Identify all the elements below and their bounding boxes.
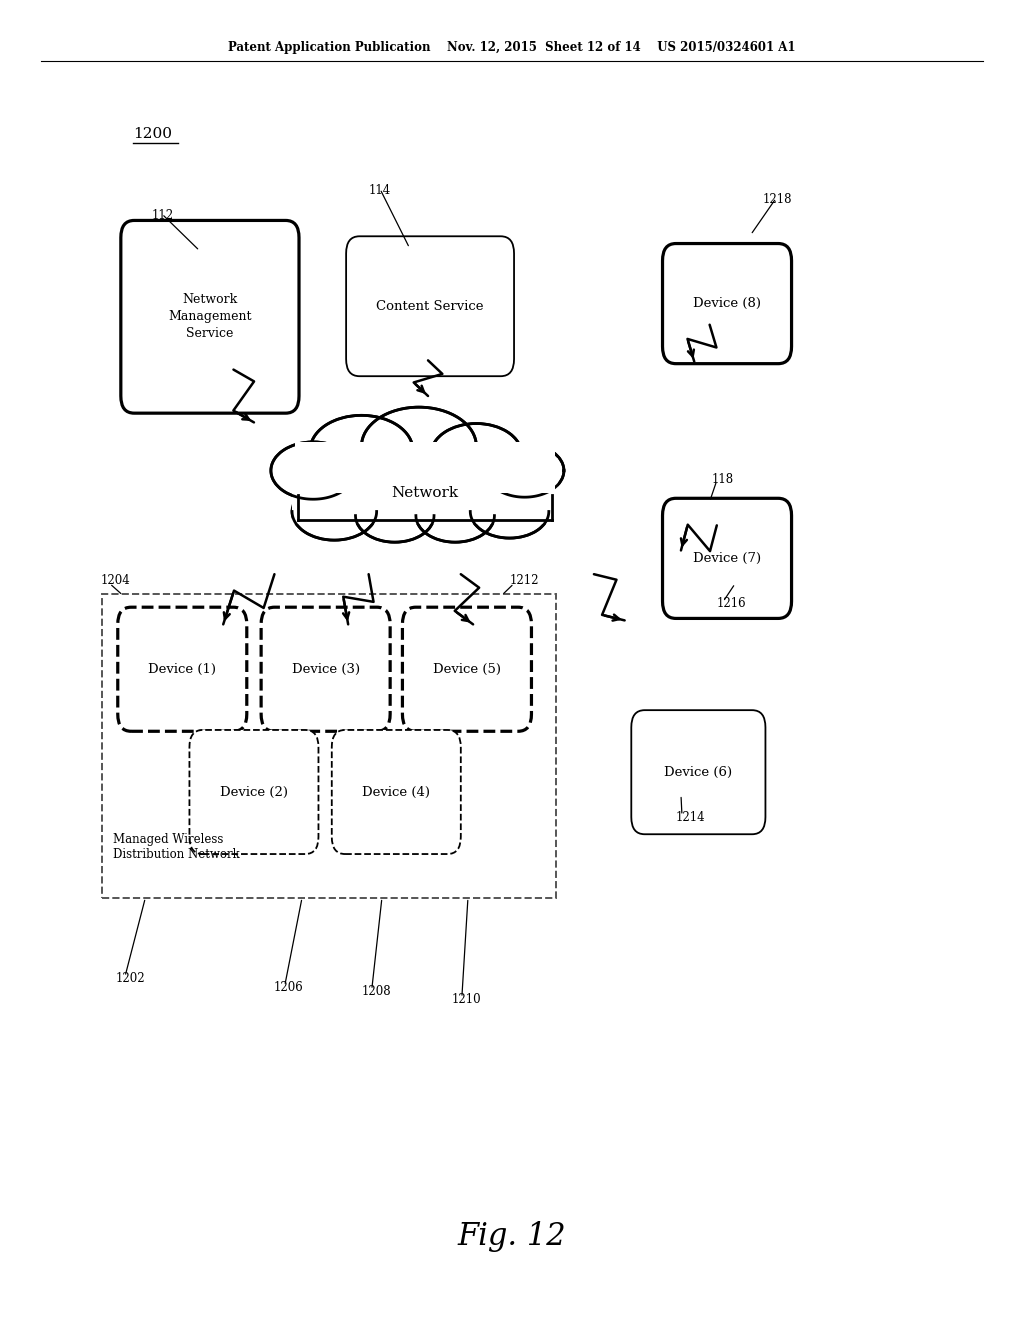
Ellipse shape (485, 444, 564, 498)
Text: 1218: 1218 (763, 193, 793, 206)
Text: 114: 114 (369, 183, 391, 197)
Text: 1206: 1206 (273, 981, 303, 994)
FancyBboxPatch shape (402, 607, 531, 731)
Text: Device (1): Device (1) (148, 663, 216, 676)
Ellipse shape (355, 488, 434, 543)
Ellipse shape (310, 416, 413, 484)
Text: Device (4): Device (4) (362, 785, 430, 799)
Text: 1210: 1210 (452, 993, 481, 1006)
Text: Network: Network (391, 486, 459, 500)
Text: 1208: 1208 (361, 985, 391, 998)
FancyBboxPatch shape (121, 220, 299, 413)
Text: Patent Application Publication    Nov. 12, 2015  Sheet 12 of 14    US 2015/03246: Patent Application Publication Nov. 12, … (228, 41, 796, 54)
Text: 1204: 1204 (100, 574, 130, 587)
FancyBboxPatch shape (292, 458, 558, 499)
FancyBboxPatch shape (292, 491, 558, 524)
Text: Fig. 12: Fig. 12 (458, 1221, 566, 1253)
Ellipse shape (431, 424, 521, 484)
Text: 1212: 1212 (510, 574, 540, 587)
Text: Device (5): Device (5) (433, 663, 501, 676)
Ellipse shape (361, 407, 476, 484)
FancyBboxPatch shape (631, 710, 766, 834)
Ellipse shape (470, 484, 549, 539)
FancyBboxPatch shape (663, 499, 792, 618)
FancyBboxPatch shape (663, 243, 792, 363)
FancyBboxPatch shape (295, 442, 555, 494)
FancyBboxPatch shape (298, 486, 552, 523)
Text: 1200: 1200 (133, 127, 172, 141)
Text: 1214: 1214 (676, 810, 706, 824)
Ellipse shape (416, 488, 495, 543)
Text: Content Service: Content Service (377, 300, 483, 313)
Text: Device (8): Device (8) (693, 297, 761, 310)
Text: 1216: 1216 (717, 597, 746, 610)
FancyBboxPatch shape (189, 730, 318, 854)
Ellipse shape (271, 442, 355, 499)
Text: 1202: 1202 (116, 972, 145, 985)
FancyBboxPatch shape (346, 236, 514, 376)
FancyBboxPatch shape (261, 607, 390, 731)
Ellipse shape (292, 483, 377, 540)
Text: Managed Wireless
Distribution Network: Managed Wireless Distribution Network (113, 833, 240, 861)
Text: 118: 118 (712, 473, 734, 486)
Text: Device (2): Device (2) (220, 785, 288, 799)
Text: Network
Management
Service: Network Management Service (168, 293, 252, 341)
Text: Device (3): Device (3) (292, 663, 359, 676)
FancyBboxPatch shape (332, 730, 461, 854)
Text: Device (7): Device (7) (693, 552, 761, 565)
Text: Device (6): Device (6) (665, 766, 732, 779)
FancyBboxPatch shape (118, 607, 247, 731)
Text: 112: 112 (152, 209, 174, 222)
